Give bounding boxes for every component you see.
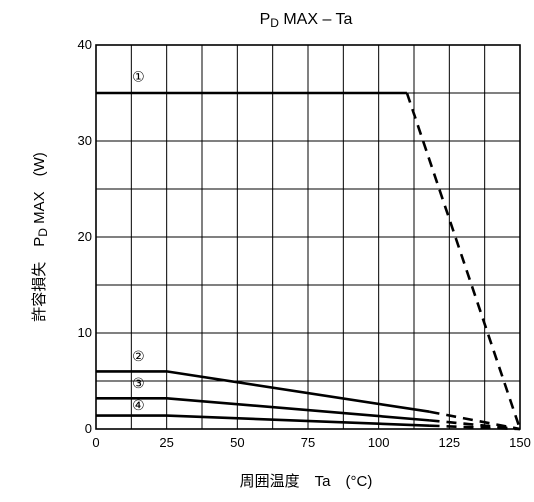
series-label: ①	[132, 69, 145, 85]
y-tick-label: 40	[78, 37, 92, 52]
plot-frame	[95, 44, 521, 430]
y-axis-label-main: P	[31, 237, 48, 247]
y-axis-label-kanji: 許容損失	[31, 262, 48, 322]
x-tick-label: 125	[438, 435, 460, 450]
chart-title-sub: D	[270, 16, 279, 30]
series-1: ①	[96, 69, 522, 430]
y-tick-label: 10	[78, 325, 92, 340]
chart-title-main: P	[260, 11, 271, 28]
series-solid-line	[96, 414, 430, 427]
x-tick-label: 0	[92, 435, 99, 450]
series-label: ④	[132, 397, 145, 413]
series-solid-line	[96, 396, 430, 422]
y-axis-label: 許容損失 PD MAX (W)	[31, 152, 50, 322]
series-solid-line	[96, 370, 430, 414]
chart-title-rest: MAX – Ta	[279, 11, 353, 28]
x-tick-label: 100	[368, 435, 390, 450]
y-tick-label: 0	[85, 421, 92, 436]
x-tick-label: 50	[230, 435, 244, 450]
series-label: ②	[132, 348, 145, 364]
y-axis-label-sub: D	[36, 228, 50, 237]
y-tick-label: 20	[78, 229, 92, 244]
series-dashed-line	[429, 424, 521, 431]
series-2: ②	[96, 348, 521, 431]
x-axis-label: 周囲温度 Ta (°C)	[240, 473, 373, 490]
series-dashed-line	[405, 92, 522, 430]
series-lines: ① ② ③ ④	[96, 69, 522, 431]
series-dashed-line	[429, 410, 521, 431]
y-axis-label-gap	[31, 247, 48, 262]
chart-title: PD MAX – Ta	[260, 11, 353, 30]
series-label: ③	[132, 375, 145, 391]
x-tick-label: 25	[159, 435, 173, 450]
series-4: ④	[96, 397, 521, 431]
y-axis-label-rest: MAX (W)	[31, 152, 48, 228]
x-tick-label: 150	[509, 435, 531, 450]
y-tick-label: 30	[78, 133, 92, 148]
tick-labels: 0 25 50 75 100 125 150 0 10 20 30 40	[78, 37, 531, 450]
x-tick-label: 75	[301, 435, 315, 450]
